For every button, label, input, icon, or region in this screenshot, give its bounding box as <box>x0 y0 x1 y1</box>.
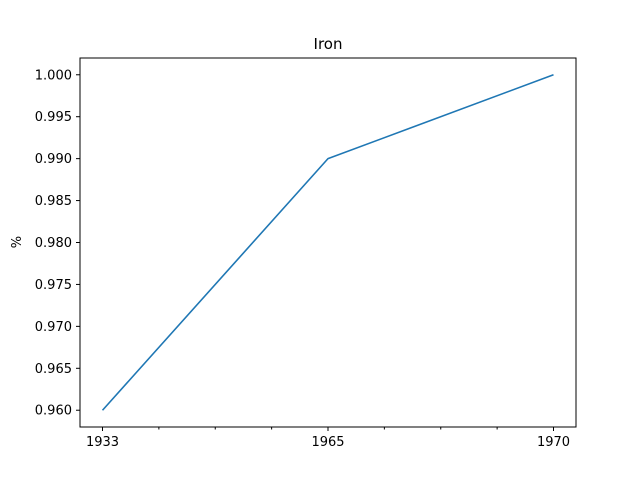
y-tick-label: 0.965 <box>35 362 72 377</box>
y-tick-label: 0.995 <box>35 110 72 125</box>
series-layer <box>101 74 554 411</box>
y-tick-label: 0.975 <box>35 278 72 293</box>
series-line <box>101 74 554 411</box>
x-tick-label: 1965 <box>311 435 344 450</box>
y-tick-label: 0.980 <box>35 236 72 251</box>
y-tick-label: 0.960 <box>35 404 72 419</box>
x-tick-label: 1970 <box>537 435 570 450</box>
chart-title: Iron <box>314 35 343 53</box>
y-tick-label: 0.990 <box>35 152 72 167</box>
x-axis: 1933 1965 1970 <box>86 427 570 450</box>
y-axis-label: % <box>10 236 25 248</box>
y-axis: 0.960 0.965 0.970 0.975 0.980 0.985 0.990 0.995… <box>35 68 80 419</box>
x-tick-label: 1933 <box>86 435 119 450</box>
y-tick-label: 1.000 <box>35 68 72 83</box>
plot-frame <box>79 57 577 428</box>
plot-area <box>80 58 576 427</box>
y-tick-label: 0.970 <box>35 320 72 335</box>
y-tick-label: 0.985 <box>35 194 72 209</box>
